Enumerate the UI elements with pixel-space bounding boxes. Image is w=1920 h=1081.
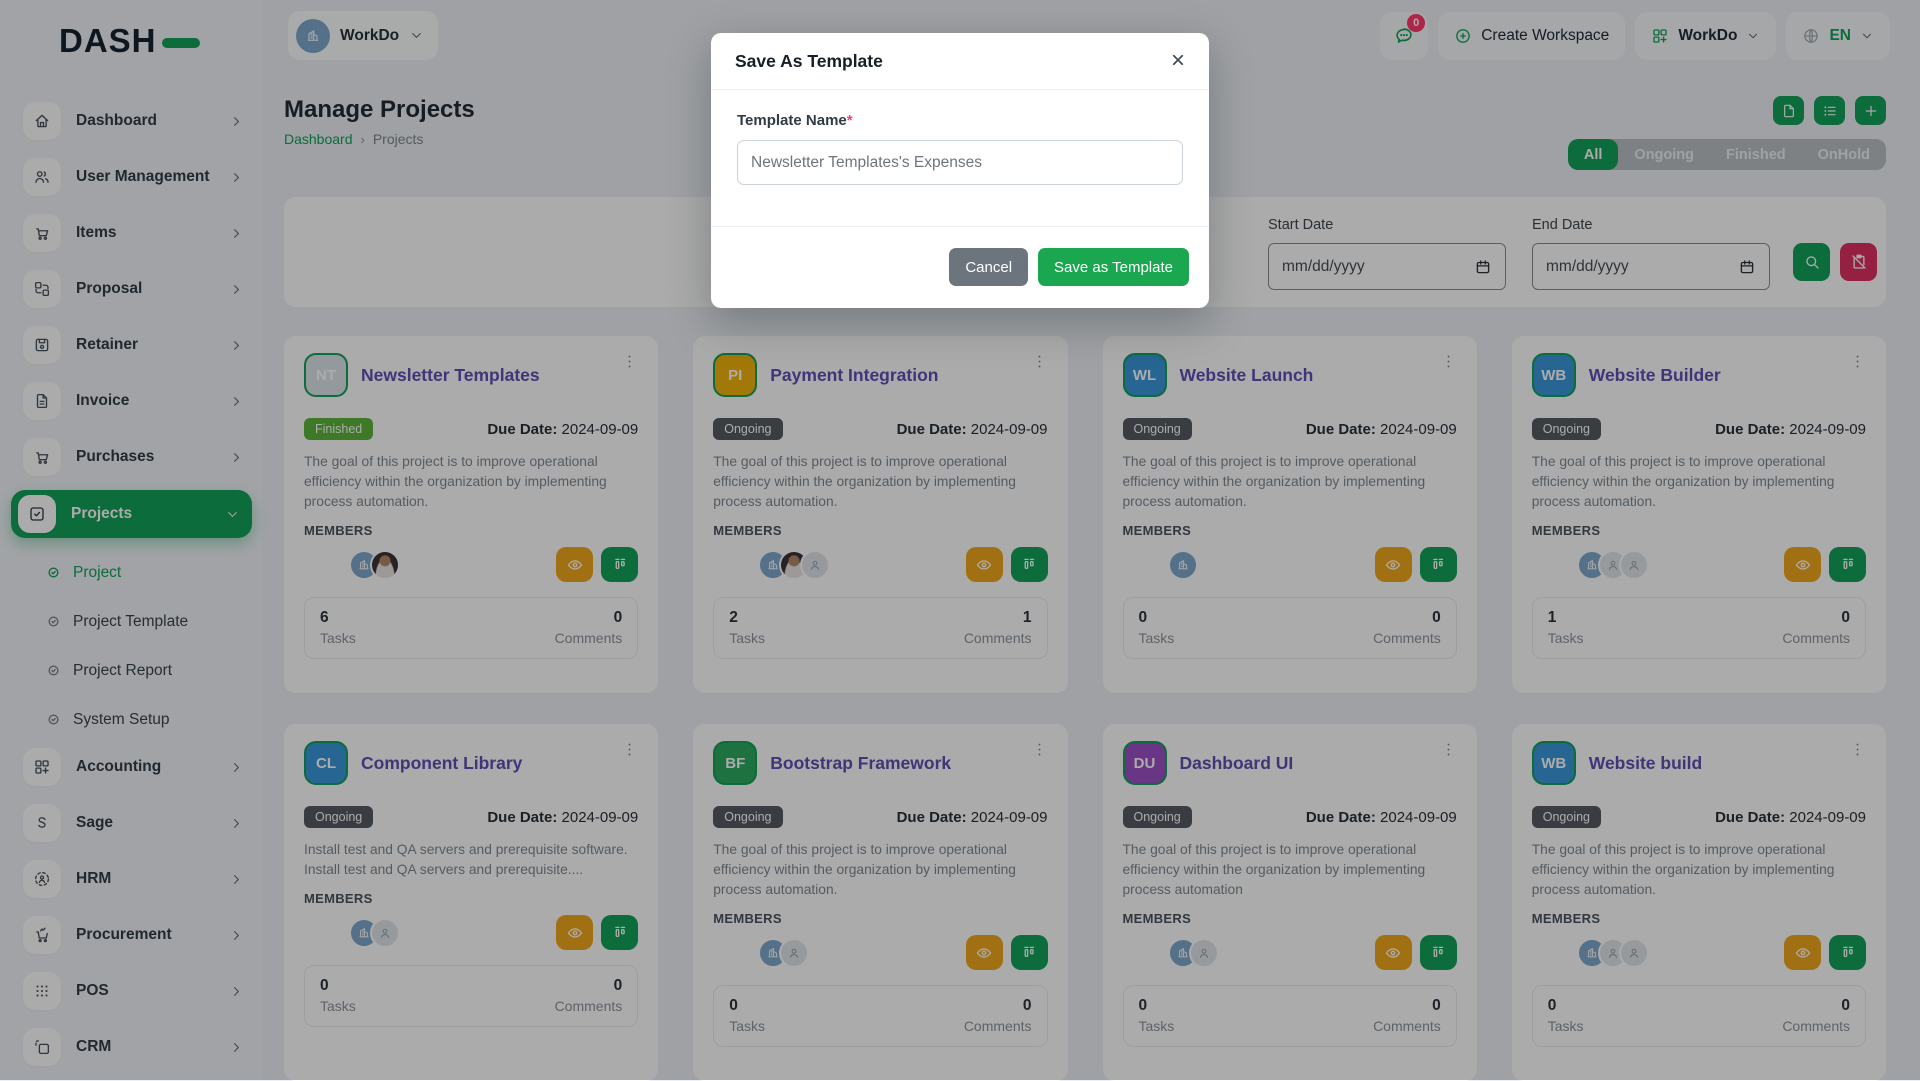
required-asterisk: * [847, 112, 853, 129]
close-icon[interactable]: × [1171, 49, 1185, 73]
save-as-template-button[interactable]: Save as Template [1038, 248, 1189, 286]
cancel-button[interactable]: Cancel [949, 248, 1028, 286]
modal-title: Save As Template [735, 51, 883, 72]
template-name-input[interactable] [737, 140, 1183, 185]
template-name-label: Template Name* [737, 112, 853, 129]
save-as-template-modal: Save As Template × Template Name* Cancel… [711, 33, 1209, 308]
